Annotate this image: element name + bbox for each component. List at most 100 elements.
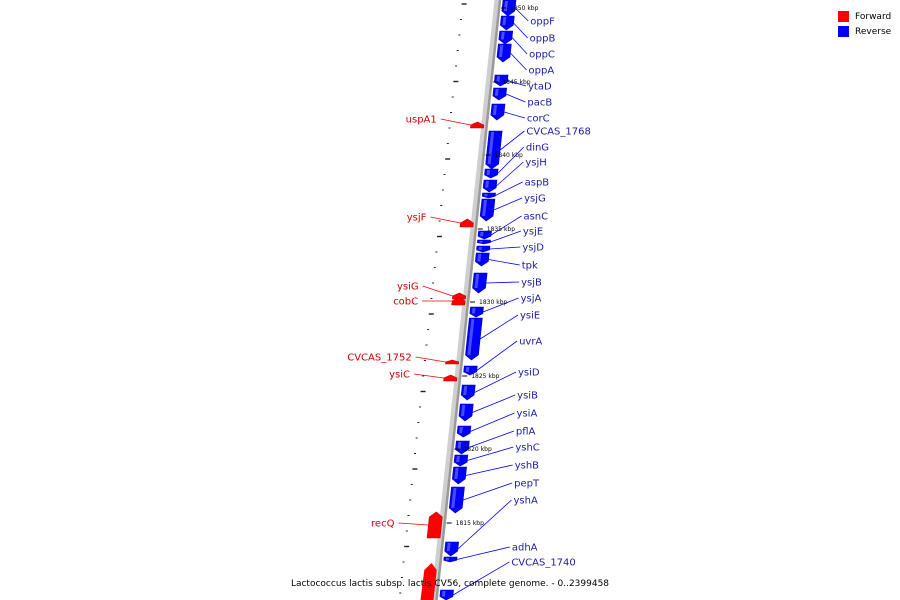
reverse-gene-highlight <box>502 17 507 26</box>
reverse-gene-label-CVCAS_1768: CVCAS_1768 <box>526 127 590 138</box>
reverse-gene-arrow <box>460 384 476 401</box>
backbone-shadow <box>431 0 500 600</box>
reverse-gene-leader <box>490 215 522 236</box>
forward-gene-labels: uspA1 ysjF ysiG cobC CVCAS_1752 ysiC recQ <box>347 115 471 530</box>
forward-gene-label-uspA1: uspA1 <box>406 115 437 126</box>
reverse-gene-leader <box>514 7 529 22</box>
kbp-tick-label: 1845 kbp <box>502 79 530 86</box>
reverse-gene-highlight <box>496 76 501 83</box>
reverse-gene-arrow <box>453 454 469 467</box>
reverse-gene-arrow <box>479 198 496 222</box>
forward-gene-arrow-partial <box>420 563 437 600</box>
legend-label-reverse: Reverse <box>855 26 892 37</box>
reverse-gene-label-oppB: oppB <box>530 34 556 45</box>
reverse-gene-arrow <box>496 43 512 63</box>
kbp-tick-label: 1830 kbp <box>479 299 507 306</box>
forward-gene-label-ysiC: ysiC <box>389 370 410 381</box>
reverse-gene-label-ysiE: ysiE <box>520 311 540 322</box>
reverse-gene-highlight <box>457 442 462 450</box>
reverse-gene-highlight <box>500 32 505 40</box>
reverse-gene-label-tpk: tpk <box>522 261 538 272</box>
reverse-gene-leader <box>488 259 520 266</box>
reverse-gene-labels: oppF oppB oppC oppA ytaD pacB corC CVCAS_1768di… <box>452 7 591 596</box>
reverse-gene-leader <box>482 297 519 313</box>
reverse-gene-label-oppF: oppF <box>530 17 555 28</box>
reverse-gene-label-corC: corC <box>527 114 550 125</box>
kbp-ticks: 1850 kbp 1845 kbp 1840 kbp 1835 kbp 1830 kbp… <box>446 5 539 527</box>
reverse-gene-leader <box>452 561 510 596</box>
reverse-gene-arrow <box>490 103 506 121</box>
forward-gene-arrow <box>459 218 474 228</box>
reverse-gene-label-pepT: pepT <box>514 479 540 490</box>
reverse-gene-label-CVCAS_1740: CVCAS_1740 <box>511 558 575 569</box>
forward-gene-label-ysjF: ysjF <box>407 213 427 224</box>
reverse-gene-highlight <box>459 427 463 434</box>
legend-item-reverse[interactable]: Reverse <box>838 24 891 39</box>
reverse-gene-leader <box>511 37 528 55</box>
reverse-gene-leader <box>468 430 515 448</box>
reverse-gene-arrow <box>452 466 467 485</box>
reverse-gene-highlight <box>463 386 468 395</box>
reverse-gene-label-pacB: pacB <box>527 98 552 109</box>
reverse-swatch <box>838 26 849 37</box>
forward-gene-leader <box>440 118 471 126</box>
reverse-gene-highlight <box>494 89 499 96</box>
reverse-gene-highlight <box>467 319 475 355</box>
kbp-tick-label: 1815 kbp <box>456 520 484 527</box>
forward-gene-label-ysiG: ysiG <box>397 282 419 293</box>
forward-gene-label-cobC: cobC <box>393 297 418 308</box>
forward-gene-label-CVCAS_1752: CVCAS_1752 <box>347 353 411 364</box>
reverse-gene-label-pflA: pflA <box>516 427 536 438</box>
reverse-gene-highlight <box>477 254 482 262</box>
reverse-gene-leader <box>474 371 517 393</box>
reverse-gene-leader <box>510 52 527 71</box>
reverse-gene-highlight <box>445 558 450 561</box>
reverse-gene-leader <box>476 340 518 371</box>
forward-gene-arrow <box>426 511 443 539</box>
reverse-gene-arrow <box>469 306 484 318</box>
reverse-gene-leader <box>493 197 523 211</box>
legend-item-forward[interactable]: Forward <box>838 9 891 24</box>
reverse-gene-highlight <box>485 181 489 188</box>
reverse-gene-label-oppC: oppC <box>529 50 555 61</box>
reverse-gene-leader <box>489 246 521 250</box>
reverse-gene-label-asnC: asnC <box>523 212 548 223</box>
forward-gene-arrow <box>443 374 458 382</box>
forward-gene-leader <box>430 216 461 224</box>
reverse-gene-highlight <box>465 367 470 372</box>
reverse-gene-label-ysiB: ysiB <box>517 391 538 402</box>
reverse-gene-label-adhA: adhA <box>512 543 538 554</box>
reverse-gene-label-ysjA: ysjA <box>521 294 542 305</box>
forward-gene-leader <box>398 522 429 526</box>
reverse-gene-highlight <box>471 308 476 314</box>
reverse-gene-highlight <box>460 405 466 416</box>
kbp-tick-label: 1825 kbp <box>471 373 499 380</box>
kbp-tick-label: 1835 kbp <box>487 226 515 233</box>
reverse-gene-label-yshA: yshA <box>514 496 538 507</box>
kbp-tick-label: 1820 kbp <box>463 446 491 453</box>
forward-gene-leader <box>413 373 445 379</box>
reverse-gene-leader <box>496 161 524 187</box>
reverse-gene-arrow <box>484 168 499 179</box>
genome-caption: Lactococcus lactis subsp. lactis CV56, c… <box>290 579 610 589</box>
reverse-gene-leader <box>505 93 526 103</box>
reverse-gene-leader <box>470 412 515 432</box>
reverse-gene-highlight <box>484 194 488 197</box>
reverse-gene-highlight <box>482 200 487 216</box>
reverse-gene-leader <box>486 281 520 284</box>
reverse-gene-highlight <box>487 132 495 164</box>
reverse-gene-arrow <box>492 87 508 101</box>
forward-genes <box>420 121 485 600</box>
reverse-gene-highlight <box>441 591 446 597</box>
reverse-gene-arrow <box>443 556 458 563</box>
reverse-gene-highlight <box>474 274 480 288</box>
reverse-gene-arrow <box>476 245 491 253</box>
kbp-tick-label: 1840 kbp <box>495 152 523 159</box>
reverse-gene-leader <box>507 80 527 87</box>
reverse-gene-label-aspB: aspB <box>525 178 550 189</box>
reverse-gene-leader <box>495 181 523 196</box>
reverse-gene-arrow <box>477 239 491 245</box>
forward-swatch <box>838 11 849 22</box>
